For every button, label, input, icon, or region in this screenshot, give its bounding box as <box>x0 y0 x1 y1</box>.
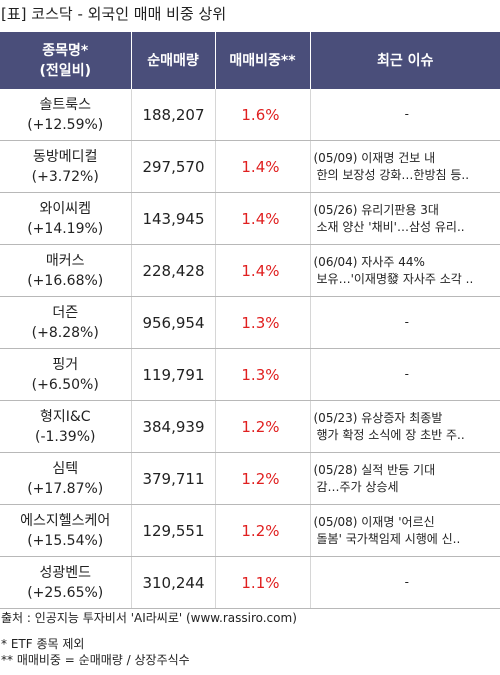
table-row: 성광벤드 (+25.65%) 310,244 1.1% - <box>0 556 500 609</box>
recent-issue-empty: - <box>404 107 409 121</box>
header-recent-issue: 최근 이슈 <box>310 32 500 89</box>
net-volume: 143,945 <box>131 192 216 245</box>
stock-change: (+12.59%) <box>27 116 104 133</box>
stock-change: (+6.50%) <box>31 376 99 393</box>
header-stock-name-line2: (전일비) <box>39 62 91 79</box>
table-row: 매커스 (+16.68%) 228,428 1.4% (06/04) 자사주 44% 보유… <box>0 244 500 297</box>
stock-name: 에스지헬스케어 <box>20 512 111 529</box>
table-row: 솔트룩스 (+12.59%) 188,207 1.6% - <box>0 89 500 141</box>
table-row: 형지I&C (-1.39%) 384,939 1.2% (05/23) 유상증자 최종발… <box>0 400 500 453</box>
net-volume: 384,939 <box>131 400 216 453</box>
recent-issue-line2: 감…주가 상승세 <box>316 479 399 494</box>
stock-name: 솔트룩스 <box>39 96 92 113</box>
source-note: 출처 : 인공지능 투자비서 'AI라씨로' (www.rassiro.com) <box>1 611 297 625</box>
stock-name-cell: 핑거 (+6.50%) <box>0 348 132 401</box>
trading-ratio: 1.3% <box>215 296 311 349</box>
stock-name-cell: 와이씨켐 (+14.19%) <box>0 192 132 245</box>
stock-name-cell: 성광벤드 (+25.65%) <box>0 556 132 609</box>
trading-ratio: 1.4% <box>215 192 311 245</box>
recent-issue-line2: 보유…'이재명發 자사주 소각 .. <box>316 271 474 286</box>
table-row: 동방메디컬 (+3.72%) 297,570 1.4% (05/09) 이재명 건보 내… <box>0 140 500 193</box>
stock-change: (+25.65%) <box>27 584 104 601</box>
trading-ratio: 1.6% <box>215 89 311 141</box>
net-volume: 379,711 <box>131 452 216 505</box>
recent-issue-cell: (06/04) 자사주 44% 보유…'이재명發 자사주 소각 .. <box>310 244 500 297</box>
stock-name-cell: 심텍 (+17.87%) <box>0 452 132 505</box>
footnote-etf: * ETF 종목 제외 <box>1 637 85 651</box>
recent-issue-cell: - <box>310 556 500 609</box>
recent-issue-line1: (05/08) 이재명 '어르신 <box>313 514 435 529</box>
recent-issue-cell: - <box>310 296 500 349</box>
net-volume: 956,954 <box>131 296 216 349</box>
recent-issue-line2: 한의 보장성 강화…한방침 등.. <box>316 167 470 182</box>
recent-issue-cell: - <box>310 348 500 401</box>
recent-issue-line1: (05/23) 유상증자 최종발 <box>313 410 443 425</box>
recent-issue-line1: (05/26) 유리기판용 3대 <box>313 202 439 217</box>
recent-issue-empty: - <box>404 367 409 381</box>
recent-issue-line1: (06/04) 자사주 44% <box>313 254 425 269</box>
stock-change: (-1.39%) <box>35 428 96 445</box>
footnote-ratio: ** 매매비중 = 순매매량 / 상장주식수 <box>1 653 190 667</box>
table-row: 핑거 (+6.50%) 119,791 1.3% - <box>0 348 500 401</box>
recent-issue-empty: - <box>404 315 409 329</box>
net-volume: 228,428 <box>131 244 216 297</box>
stock-name: 성광벤드 <box>39 564 92 581</box>
recent-issue-line2: 행가 확정 소식에 장 초반 주.. <box>316 427 465 442</box>
stock-name-cell: 동방메디컬 (+3.72%) <box>0 140 132 193</box>
recent-issue-line2: 돌봄' 국가책임제 시행에 신.. <box>316 531 461 546</box>
table-header-row: 종목명* (전일비) 순매매량 매매비중** 최근 이슈 <box>0 32 500 89</box>
trading-ratio: 1.2% <box>215 452 311 505</box>
net-volume: 297,570 <box>131 140 216 193</box>
stock-change: (+17.87%) <box>27 480 104 497</box>
table-row: 와이씨켐 (+14.19%) 143,945 1.4% (05/26) 유리기판용 3대… <box>0 192 500 245</box>
stock-change: (+8.28%) <box>31 324 99 341</box>
net-volume: 119,791 <box>131 348 216 401</box>
recent-issue-empty: - <box>404 575 409 589</box>
stock-name: 심텍 <box>52 460 79 477</box>
trading-ratio: 1.4% <box>215 140 311 193</box>
stock-name: 동방메디컬 <box>33 148 98 165</box>
recent-issue-cell: - <box>310 89 500 141</box>
foreign-trading-table: 종목명* (전일비) 순매매량 매매비중** 최근 이슈 솔트룩스 (+12.59… <box>0 32 500 609</box>
trading-ratio: 1.2% <box>215 504 311 557</box>
stock-name: 더즌 <box>52 304 79 321</box>
stock-change: (+14.19%) <box>27 220 104 237</box>
header-net-volume: 순매매량 <box>131 32 216 89</box>
stock-name-cell: 더즌 (+8.28%) <box>0 296 132 349</box>
net-volume: 310,244 <box>131 556 216 609</box>
stock-change: (+16.68%) <box>27 272 104 289</box>
trading-ratio: 1.3% <box>215 348 311 401</box>
table-row: 에스지헬스케어 (+15.54%) 129,551 1.2% (05/08) 이재명 '… <box>0 504 500 557</box>
trading-ratio: 1.4% <box>215 244 311 297</box>
header-stock-name: 종목명* (전일비) <box>0 32 132 89</box>
recent-issue-line1: (05/09) 이재명 건보 내 <box>313 150 436 165</box>
stock-name-cell: 매커스 (+16.68%) <box>0 244 132 297</box>
stock-name: 형지I&C <box>39 408 91 425</box>
stock-name-cell: 에스지헬스케어 (+15.54%) <box>0 504 132 557</box>
stock-name-cell: 형지I&C (-1.39%) <box>0 400 132 453</box>
trading-ratio: 1.2% <box>215 400 311 453</box>
stock-name: 핑거 <box>52 356 79 373</box>
page-title: [표] 코스닥 - 외국인 매매 비중 상위 <box>1 5 227 23</box>
stock-name: 매커스 <box>45 252 85 269</box>
stock-name-cell: 솔트룩스 (+12.59%) <box>0 89 132 141</box>
stock-name: 와이씨켐 <box>39 200 92 217</box>
stock-change: (+3.72%) <box>31 168 99 185</box>
stock-change: (+15.54%) <box>27 532 104 549</box>
net-volume: 188,207 <box>131 89 216 141</box>
header-stock-name-line1: 종목명* <box>42 42 89 59</box>
recent-issue-line2: 소재 양산 '채비'…삼성 유리.. <box>316 219 465 234</box>
table-row: 더즌 (+8.28%) 956,954 1.3% - <box>0 296 500 349</box>
header-trading-ratio: 매매비중** <box>215 32 311 89</box>
recent-issue-line1: (05/28) 실적 반등 기대 <box>313 462 436 477</box>
trading-ratio: 1.1% <box>215 556 311 609</box>
net-volume: 129,551 <box>131 504 216 557</box>
